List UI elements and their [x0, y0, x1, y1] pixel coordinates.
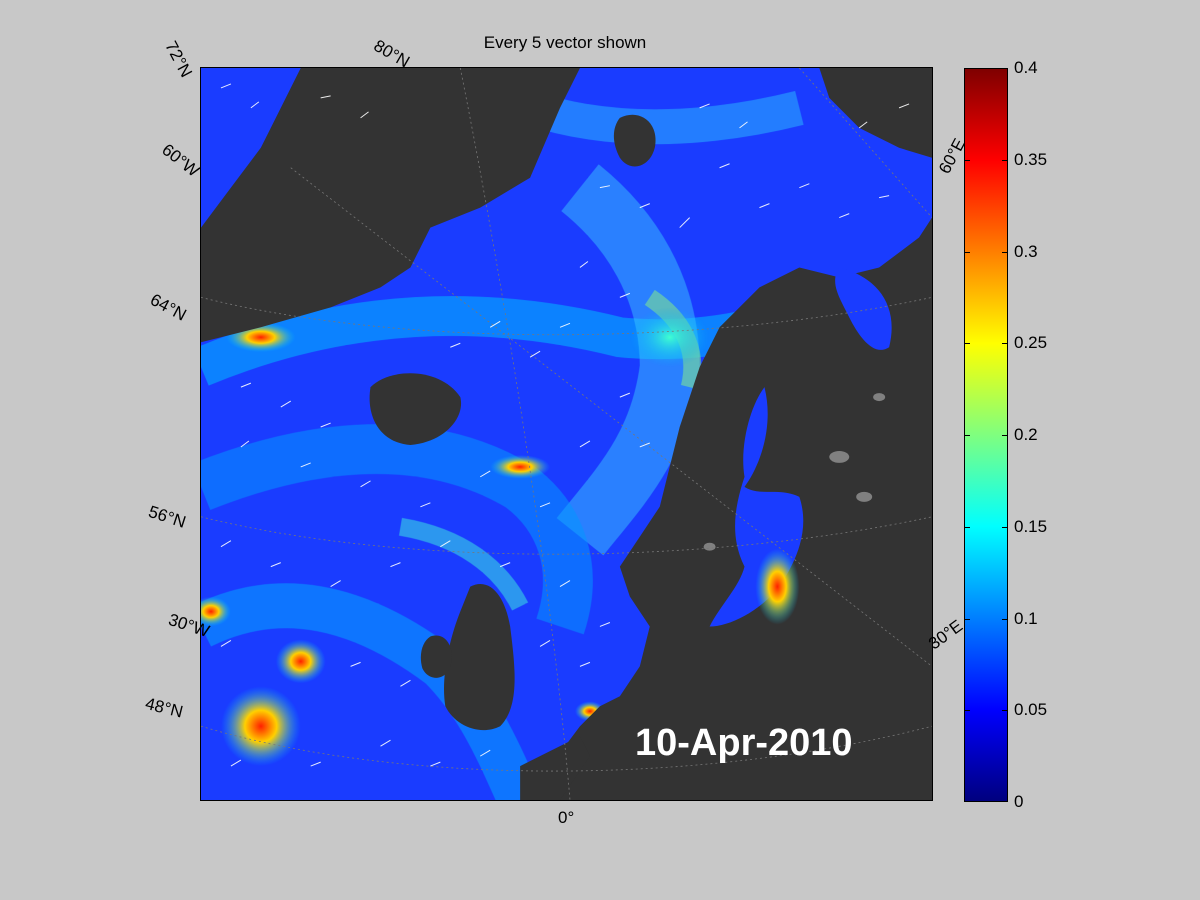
land: [201, 68, 932, 800]
great-britain: [444, 583, 515, 731]
colorbar-tick-mark: [1002, 618, 1008, 620]
france: [520, 736, 590, 800]
colorbar-tick-label: 0.4: [1014, 58, 1038, 77]
colorbar-tick-label: 0.25: [1014, 333, 1048, 353]
graticule: [201, 68, 932, 800]
colorbar-tick-mark: [1002, 159, 1008, 161]
colorbar-tick-mark: [964, 618, 970, 620]
colorbar-tick-label: 0.2: [1014, 425, 1038, 444]
map-svg: [201, 68, 932, 800]
date-label: 10-Apr-2010: [635, 722, 853, 764]
colorbar-tick-label: 0.35: [1014, 149, 1048, 169]
colorbar-tick-mark: [964, 710, 970, 712]
ireland: [420, 635, 452, 678]
colorbar-tick-label: 0.05: [1014, 700, 1048, 720]
colorbar-tick-label: 0: [1014, 792, 1024, 811]
greenland: [201, 68, 580, 343]
colorbar-tick-mark: [1002, 435, 1008, 436]
colorbar-tick-mark: [1002, 343, 1008, 345]
lakes: [703, 393, 886, 551]
novaya-zemlya: [819, 68, 932, 158]
velocity-vectors: [220, 83, 910, 767]
label-48n: 48°N: [143, 694, 185, 722]
svalbard: [613, 114, 656, 167]
plot-title: Every 5 vector shown: [483, 33, 647, 52]
iceland: [369, 373, 462, 445]
colorbar-tick-mark: [964, 159, 970, 161]
colorbar-tick-mark: [1002, 710, 1008, 712]
colorbar-tick-mark: [964, 435, 970, 436]
colorbar-tick-mark: [964, 251, 970, 253]
colorbar-tick-mark: [964, 343, 970, 345]
colorbar-tick-mark: [1002, 526, 1008, 528]
label-56n: 56°N: [146, 502, 189, 532]
colorbar-tick-mark: [964, 526, 970, 528]
scandinavia: [530, 217, 932, 800]
label-72n: 72°N: [161, 38, 196, 81]
label-60w: 60°W: [158, 140, 203, 181]
label-64n: 64°N: [147, 290, 190, 325]
colorbar-tick-label: 0.3: [1014, 241, 1038, 261]
baltic-sea: [709, 267, 892, 627]
colorbar-tick-mark: [1002, 251, 1008, 253]
colorbar-tick-label: 0.15: [1014, 516, 1048, 536]
colorbar-tick-label: 0.1: [1014, 608, 1038, 628]
map-panel: [200, 67, 933, 801]
label-0deg: 0°: [558, 808, 575, 827]
